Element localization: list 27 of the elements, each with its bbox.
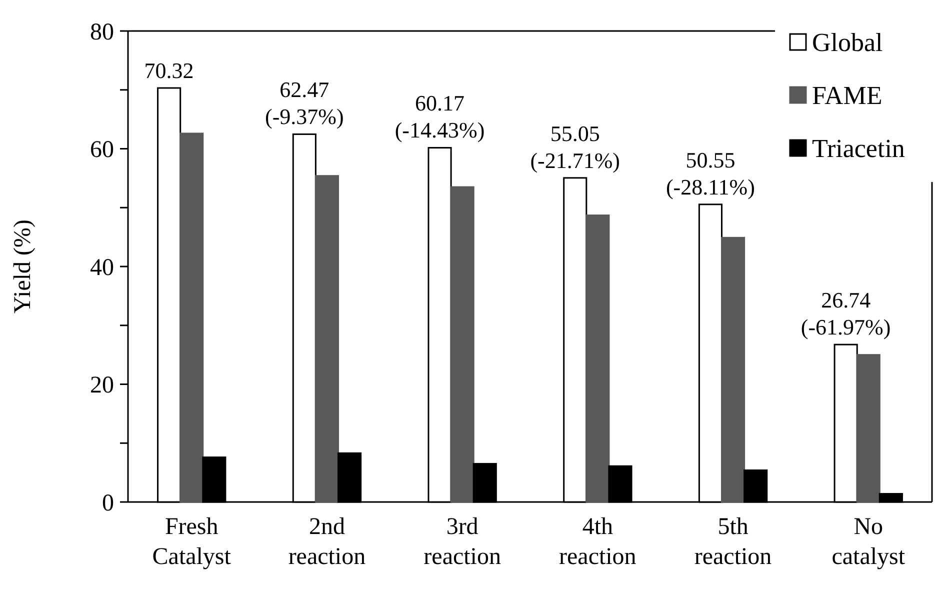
y-tick-label: 80: [90, 19, 114, 46]
legend-label: Triacetin: [812, 134, 905, 164]
y-tick-label: 40: [90, 254, 114, 281]
legend-label: Global: [812, 28, 883, 58]
bar: [586, 214, 610, 503]
x-tick-label: 4th reaction: [559, 514, 636, 570]
data-label: 26.74 (-61.97%): [800, 288, 891, 340]
bar: [450, 186, 474, 503]
x-tick-label: 5th reaction: [694, 514, 772, 570]
x-tick-label: Fresh Catalyst: [152, 514, 232, 570]
x-tick-label: 3rd reaction: [424, 514, 501, 570]
legend-label: FAME: [812, 81, 882, 110]
bar: [721, 236, 746, 503]
data-label: 55.05 (-21.71%): [530, 120, 620, 173]
bar: [314, 175, 339, 503]
bar: [180, 132, 204, 503]
y-tick-label: 60: [90, 137, 114, 164]
x-tick-label: No catalyst: [832, 514, 906, 570]
y-tick-label: 20: [90, 372, 114, 399]
y-axis-title: Yield (%): [10, 220, 36, 314]
data-label: 62.47 (-9.37%): [265, 77, 344, 130]
y-tick-label: 0: [102, 490, 114, 516]
data-label: 60.17 (-14.43%): [394, 90, 485, 143]
data-label: 50.55 (-28.11%): [666, 147, 755, 200]
data-label: 70.32: [144, 58, 194, 83]
x-tick-label: 2nd reaction: [288, 514, 366, 570]
bar: [856, 354, 880, 503]
